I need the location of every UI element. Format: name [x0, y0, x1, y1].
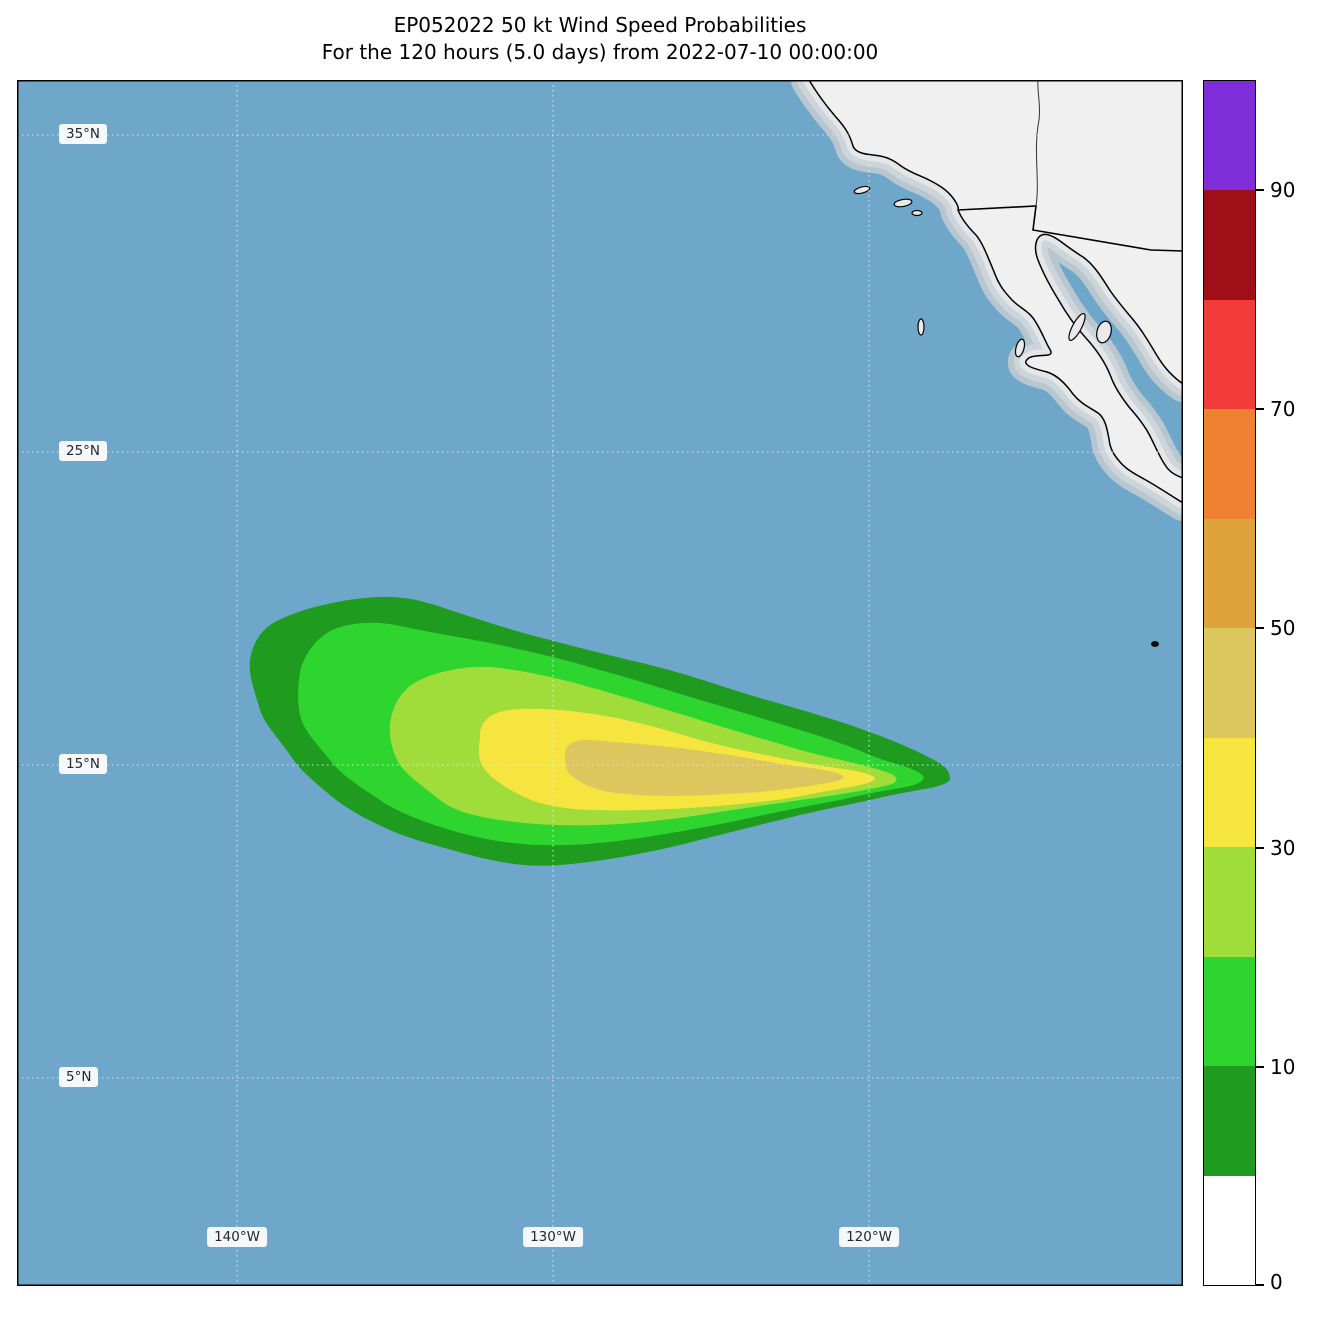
colorbar-tick-30: 30 — [1270, 836, 1296, 860]
colorbar-segment-50-60 — [1204, 518, 1255, 629]
colorbar-tick-0: 0 — [1270, 1270, 1283, 1294]
colorbar-segment-90-100 — [1204, 81, 1255, 191]
colorbar — [1203, 80, 1256, 1286]
colorbar-segment-20-30 — [1204, 847, 1255, 957]
colorbar-tick-70: 70 — [1270, 397, 1296, 421]
map-plot: 35°N 25°N 15°N 5°N 140°W 130°W 120°W — [17, 80, 1183, 1286]
colorbar-segment-30-40 — [1204, 737, 1255, 848]
colorbar-tick-50: 50 — [1270, 616, 1296, 640]
contour-40pct — [564, 739, 844, 796]
colorbar-segment-60-70 — [1204, 409, 1255, 519]
title-line-1: EP052022 50 kt Wind Speed Probabilities — [393, 13, 807, 37]
colorbar-tickmark-0 — [1256, 1284, 1264, 1286]
channel-island-2 — [893, 198, 913, 208]
colorbar-segment-70-80 — [1204, 299, 1255, 410]
lat-label-35n: 35°N — [59, 124, 108, 144]
colorbar-tickmark-10 — [1256, 1066, 1264, 1068]
us-mexico-border — [957, 205, 1183, 252]
guadalupe-island — [917, 318, 925, 336]
colorbar-tickmark-30 — [1256, 847, 1264, 849]
lat-label-25n: 25°N — [59, 441, 108, 461]
channel-island-3 — [911, 209, 923, 217]
map-canvas — [17, 80, 1183, 1286]
channel-island-1 — [853, 185, 871, 195]
cedros-island — [1014, 338, 1026, 358]
land — [809, 80, 1183, 503]
probability-contours — [249, 596, 951, 866]
colorbar-segment-0-5 — [1204, 1175, 1255, 1285]
colorbar-tickmark-90 — [1256, 189, 1264, 191]
lon-label-130w: 130°W — [523, 1227, 583, 1247]
socorro-island — [1151, 641, 1159, 647]
colorbar-segment-40-50 — [1204, 628, 1255, 738]
colorbar-tick-90: 90 — [1270, 178, 1296, 202]
lat-label-15n: 15°N — [59, 754, 108, 774]
coastline — [808, 80, 1183, 504]
colorbar-segment-10-20 — [1204, 956, 1255, 1067]
colorbar-tickmark-50 — [1256, 627, 1264, 629]
lat-label-5n: 5°N — [59, 1067, 99, 1087]
colorbar-tick-10: 10 — [1270, 1055, 1296, 1079]
colorbar-segment-80-90 — [1204, 190, 1255, 300]
angel-de-la-guarda-island — [1068, 312, 1086, 342]
tiburon-island — [1096, 320, 1112, 344]
graticule — [17, 80, 1183, 1286]
title-line-2: For the 120 hours (5.0 days) from 2022-0… — [321, 40, 879, 64]
plot-frame — [17, 80, 1183, 1286]
colorbar-tickmark-70 — [1256, 408, 1264, 410]
state-border — [1035, 80, 1041, 207]
lon-label-120w: 120°W — [839, 1227, 899, 1247]
lon-label-140w: 140°W — [207, 1227, 267, 1247]
figure-title: EP052022 50 kt Wind Speed Probabilities … — [17, 12, 1183, 66]
islands — [853, 185, 1112, 358]
colorbar-segment-5-10 — [1204, 1066, 1255, 1176]
